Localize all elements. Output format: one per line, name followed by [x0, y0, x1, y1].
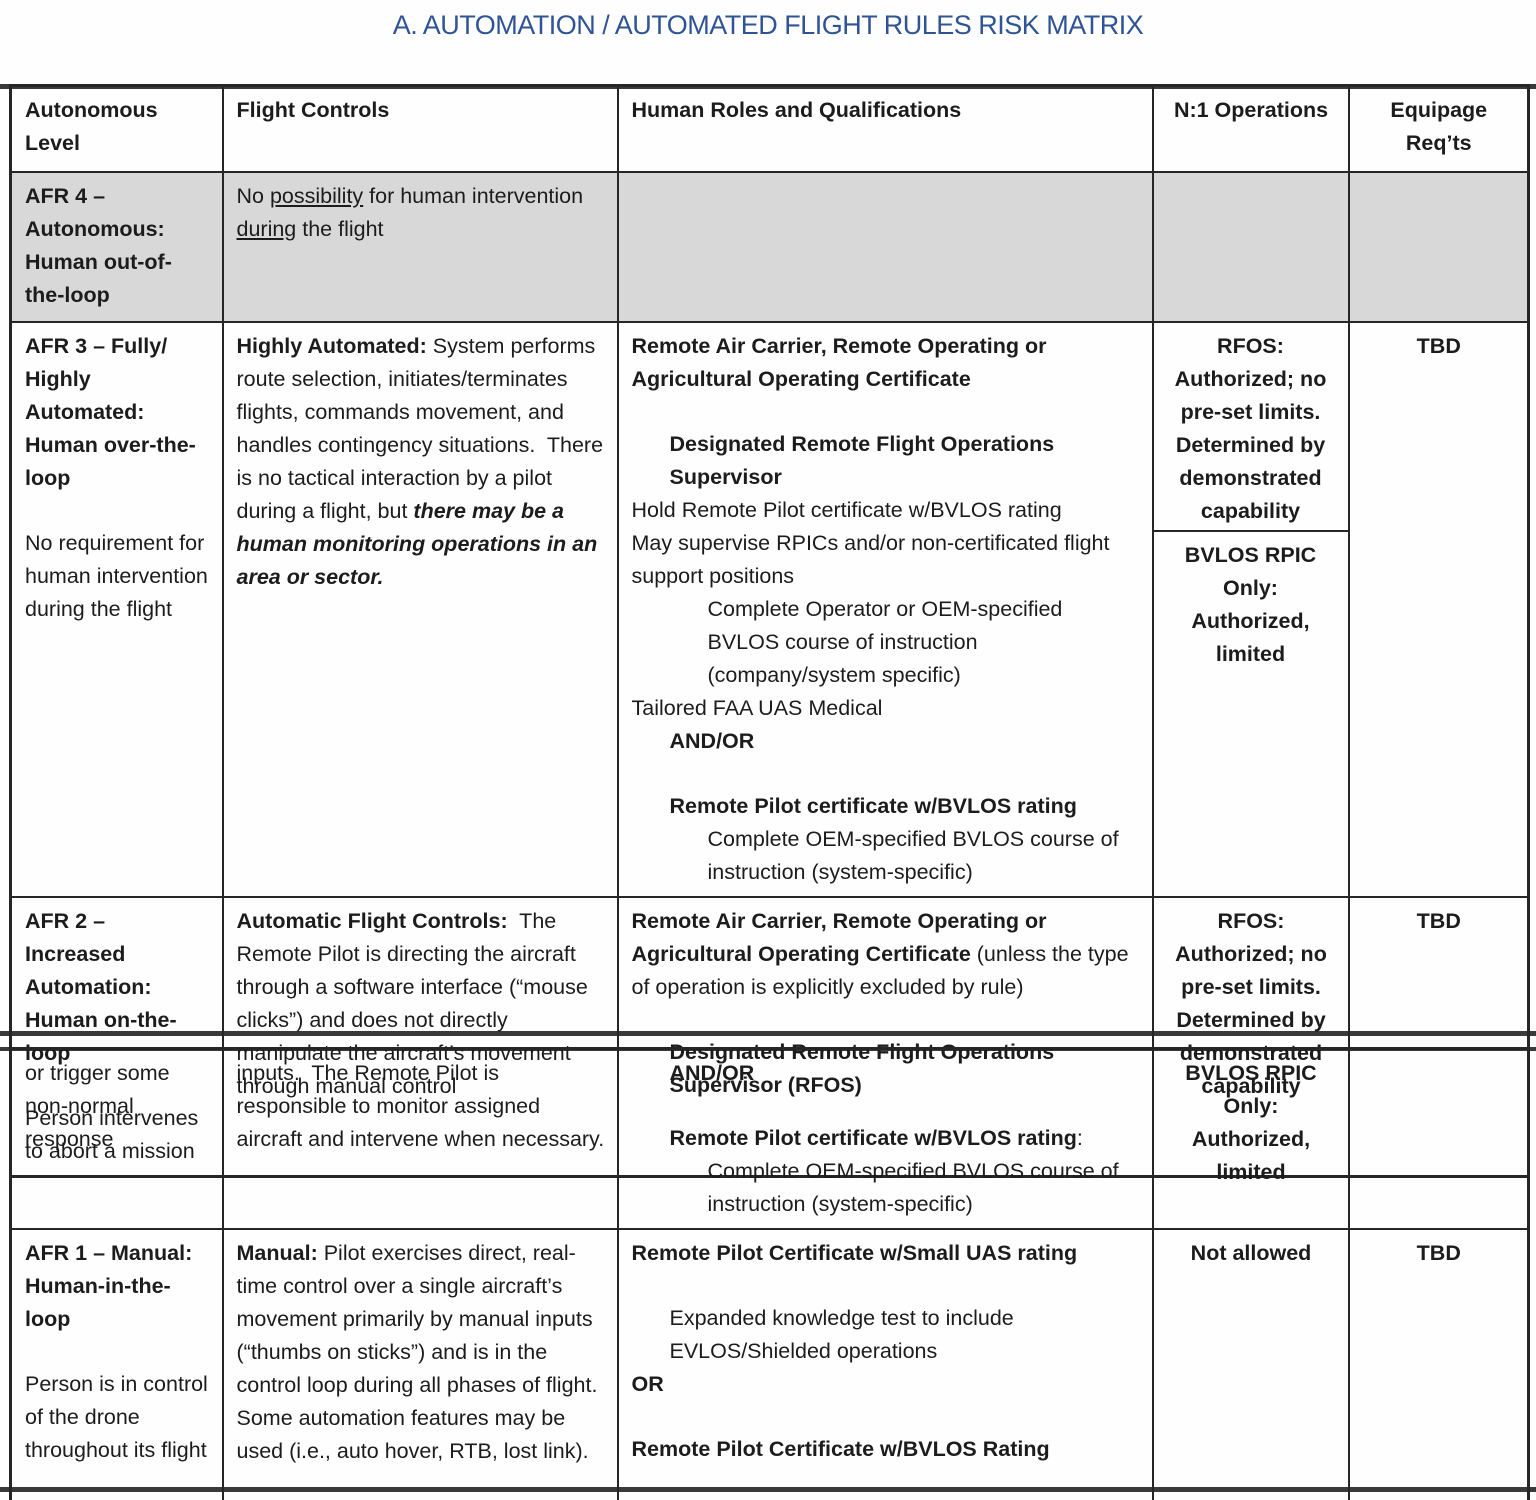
- afr3-roles-and-or: AND/OR: [669, 728, 755, 753]
- afr1-flight-controls-text: Manual: Pilot exercises direct, real-tim…: [236, 1241, 610, 1463]
- afr3-level-title: AFR 3 – Fully/ Highly Automated: Human o…: [25, 333, 196, 490]
- cell-afr1-level: AFR 1 – Manual: Human-in-the- loop Perso…: [9, 1228, 224, 1500]
- table-row-afr1: AFR 1 – Manual: Human-in-the- loop Perso…: [9, 1228, 1530, 1500]
- afr2cont-level-desc: or trigger some non-normal response: [25, 1061, 170, 1151]
- afr3-roles-faa-medical: Tailored FAA UAS Medical: [631, 695, 883, 720]
- afr1-roles-small-uas-cert: Remote Pilot Certificate w/Small UAS rat…: [631, 1241, 1078, 1265]
- afr3-flight-controls-text: Highly Automated: System performs route …: [236, 333, 610, 589]
- cell-afr2cont-level: or trigger some non-normal response: [9, 1047, 224, 1230]
- header-cell-autonomous-level: Autonomous Level: [9, 84, 224, 173]
- header-cell-human-roles: Human Roles and Qualifications: [616, 84, 1154, 173]
- afr2cont-roles-and-or: AND/OR: [669, 1061, 755, 1085]
- afr3-roles-complete-oem-course: Complete OEM-specified BVLOS course of i…: [707, 826, 1125, 884]
- page-title: A. AUTOMATION / AUTOMATED FLIGHT RULES R…: [392, 10, 1144, 40]
- cell-afr4-level: AFR 4 – Autonomous: Human out-of- the-lo…: [9, 170, 224, 323]
- afr1-equipage-text: TBD: [1416, 1241, 1461, 1265]
- afr1-level-desc: Person is in control of the drone throug…: [25, 1372, 208, 1462]
- afr2-level-title: AFR 2 – Increased Automation: Human on-t…: [25, 908, 177, 1065]
- cell-afr3-n1-operations: RFOS: Authorized; no pre-set limits. Det…: [1151, 320, 1350, 898]
- cell-afr1-human-roles: Remote Pilot Certificate w/Small UAS rat…: [616, 1228, 1154, 1500]
- afr3-roles-supervise: May supervise RPICs and/or non-certifica…: [631, 530, 1116, 588]
- afr3-n1-bvlos-text: BVLOS RPIC Only: Authorized, limited: [1184, 542, 1317, 666]
- afr1-n1-text: Not allowed: [1190, 1241, 1312, 1265]
- afr3-n1-split: RFOS: Authorized; no pre-set limits. Det…: [1153, 323, 1348, 896]
- cell-afr3-flight-controls: Highly Automated: System performs route …: [221, 320, 619, 898]
- header-cell-equipage: Equipage Req’ts: [1347, 84, 1530, 173]
- cell-afr2cont-flight-controls: inputs. The Remote Pilot is responsible …: [221, 1047, 619, 1230]
- cell-afr1-n1-operations: Not allowed: [1151, 1228, 1350, 1500]
- cell-afr3-level: AFR 3 – Fully/ Highly Automated: Human o…: [9, 320, 224, 898]
- afr3-roles-complete-operator-course: Complete Operator or OEM-specified BVLOS…: [707, 596, 1069, 687]
- risk-matrix-table-page1: Autonomous Level Flight Controls Human R…: [9, 84, 1530, 1178]
- cell-afr4-n1-operations: [1151, 170, 1350, 323]
- cell-afr4-human-roles: [616, 170, 1154, 323]
- table-row-afr3: AFR 3 – Fully/ Highly Automated: Human o…: [9, 320, 1530, 898]
- risk-matrix-table-page2: or trigger some non-normal response inpu…: [9, 1047, 1530, 1500]
- afr3-roles-remote-pilot-cert: Remote Pilot certificate w/BVLOS rating: [669, 793, 1077, 818]
- cell-afr3-equipage: TBD: [1347, 320, 1530, 898]
- afr2-roles-certificate: Remote Air Carrier, Remote Operating or …: [631, 908, 1135, 999]
- afr3-level-desc: No requirement for human intervention du…: [25, 530, 208, 621]
- header-cell-flight-controls: Flight Controls: [221, 84, 619, 173]
- afr2cont-roles-complete-oem-course: Complete OEM-specified BVLOS course of i…: [707, 1159, 1125, 1216]
- header-cell-n1-operations: N:1 Operations: [1151, 84, 1350, 173]
- cell-afr2cont-equipage: [1347, 1047, 1530, 1230]
- afr3-roles-rfos-supervisor: Designated Remote Flight Operations Supe…: [669, 431, 1061, 489]
- afr3-n1-bvlos-subcell: BVLOS RPIC Only: Authorized, limited: [1154, 532, 1348, 896]
- afr1-roles-bvlos-cert: Remote Pilot Certificate w/BVLOS Rating: [631, 1437, 1050, 1461]
- afr2cont-flight-controls-text: inputs. The Remote Pilot is responsible …: [236, 1061, 605, 1151]
- afr2cont-n1-text: BVLOS RPIC Only: Authorized, limited: [1185, 1061, 1317, 1184]
- cell-afr4-equipage: [1347, 170, 1530, 323]
- afr3-equipage-text: TBD: [1416, 333, 1461, 358]
- afr3-roles-hold-cert: Hold Remote Pilot certificate w/BVLOS ra…: [631, 497, 1062, 522]
- cell-afr1-equipage: TBD: [1347, 1228, 1530, 1500]
- cell-afr2cont-n1-operations: BVLOS RPIC Only: Authorized, limited: [1151, 1047, 1350, 1230]
- afr3-roles-certificate: Remote Air Carrier, Remote Operating or …: [631, 333, 1052, 391]
- afr3-n1-rfos-text: RFOS: Authorized; no pre-set limits. Det…: [1174, 333, 1327, 523]
- cell-afr2cont-human-roles: AND/OR Remote Pilot certificate w/BVLOS …: [616, 1047, 1154, 1230]
- cell-afr4-flight-controls: No possibility for human intervention du…: [221, 170, 619, 323]
- afr2cont-roles-remote-pilot-cert: Remote Pilot certificate w/BVLOS rating:: [669, 1126, 1083, 1150]
- table-row-afr4: AFR 4 – Autonomous: Human out-of- the-lo…: [9, 170, 1530, 323]
- afr1-roles-expanded-test: Expanded knowledge test to include EVLOS…: [669, 1306, 1020, 1363]
- afr2-equipage-text: TBD: [1416, 908, 1461, 933]
- cell-afr3-human-roles: Remote Air Carrier, Remote Operating or …: [616, 320, 1154, 898]
- table-row-afr2-continued: or trigger some non-normal response inpu…: [9, 1047, 1530, 1230]
- afr1-roles-or: OR: [631, 1372, 664, 1396]
- header-row: Autonomous Level Flight Controls Human R…: [9, 84, 1530, 173]
- cell-afr1-flight-controls: Manual: Pilot exercises direct, real-tim…: [221, 1228, 619, 1500]
- afr1-level-title: AFR 1 – Manual: Human-in-the- loop: [25, 1241, 193, 1331]
- afr3-n1-rfos-subcell: RFOS: Authorized; no pre-set limits. Det…: [1153, 323, 1348, 532]
- afr4-level-title: AFR 4 – Autonomous: Human out-of- the-lo…: [25, 183, 172, 307]
- afr4-flight-controls-text: No possibility for human intervention du…: [236, 183, 590, 241]
